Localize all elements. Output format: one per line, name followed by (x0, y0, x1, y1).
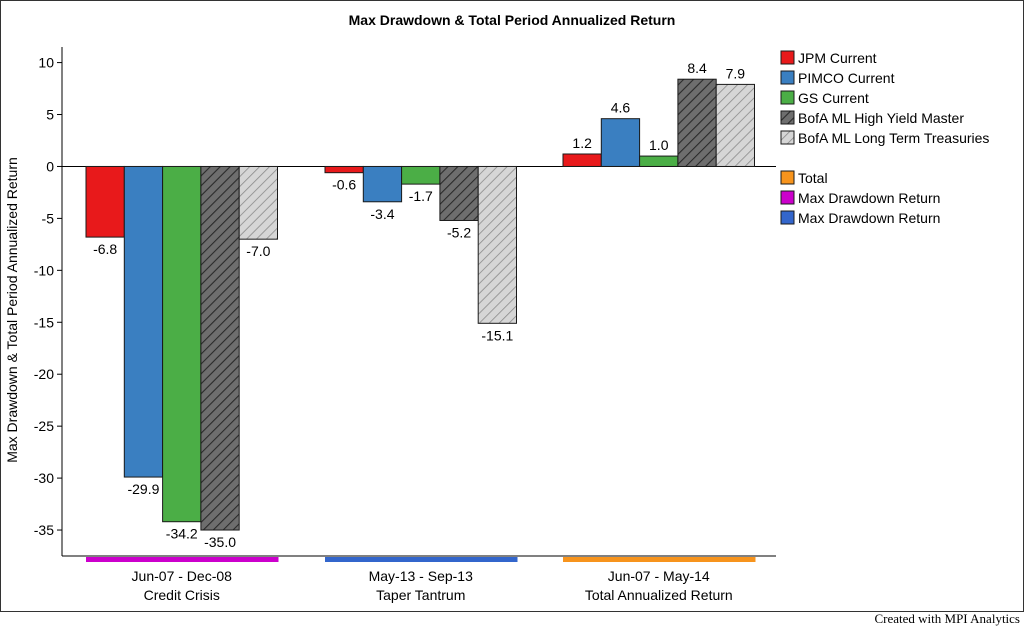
bar (162, 165, 202, 523)
data-label: -7.0 (246, 243, 270, 259)
data-label: 7.9 (726, 65, 746, 81)
legend-label: Max Drawdown Return (798, 190, 940, 206)
data-label: -35.0 (204, 534, 236, 550)
legend-swatch (780, 70, 795, 85)
legend-swatch (780, 130, 795, 145)
x-tick-label: May-13 - Sep-13 (369, 568, 473, 584)
y-tick-label: -20 (34, 366, 54, 382)
y-tick-label: -25 (34, 418, 54, 434)
legend-label: JPM Current (798, 50, 877, 66)
y-tick-label: -35 (34, 522, 54, 538)
legend-label: PIMCO Current (798, 70, 895, 86)
legend-label: Total (798, 170, 828, 186)
legend-swatch (780, 190, 795, 205)
bar (439, 165, 479, 221)
bar (477, 165, 518, 324)
y-tick-label: -15 (34, 314, 54, 330)
data-label: -15.1 (481, 327, 513, 343)
x-tick-label: Credit Crisis (144, 587, 220, 603)
credit-text: Created with MPI Analytics (874, 611, 1020, 626)
bar (639, 155, 679, 167)
bar (324, 165, 364, 174)
category-band (325, 557, 518, 562)
category-band (563, 557, 756, 562)
y-tick-label: 5 (46, 107, 54, 123)
x-tick-label: Taper Tantrum (376, 587, 465, 603)
bar (238, 165, 278, 240)
y-tick-label: -5 (42, 210, 55, 226)
data-label: -5.2 (447, 224, 471, 240)
data-label: 8.4 (687, 60, 707, 76)
x-tick-label: Jun-07 - May-14 (608, 568, 710, 584)
bar (200, 165, 240, 531)
legend-swatch (780, 210, 795, 225)
legend-label: BofA ML High Yield Master (798, 110, 964, 126)
data-label: 1.0 (649, 137, 669, 153)
data-label: -29.9 (127, 481, 159, 497)
legend-label: BofA ML Long Term Treasuries (798, 130, 989, 146)
data-label: 4.6 (611, 100, 631, 116)
legend-label: Max Drawdown Return (798, 210, 940, 226)
bar (362, 165, 403, 203)
legend-swatch (780, 90, 795, 105)
y-tick-label: 0 (46, 158, 54, 174)
y-tick-label: -10 (34, 262, 54, 278)
data-label: -0.6 (332, 177, 356, 193)
y-tick-label: -30 (34, 470, 54, 486)
bar (85, 165, 125, 238)
bar (123, 165, 164, 478)
data-label: -6.8 (93, 241, 117, 257)
data-label: -34.2 (166, 526, 198, 542)
bar (715, 83, 756, 167)
y-axis-label: Max Drawdown & Total Period Annualized R… (4, 157, 20, 463)
plot-area: 10 5 0 -5 -10 -15 -20 -25 -30 -35 Jun-07 - Dec-08 C… (34, 47, 776, 603)
legend-swatch (780, 50, 795, 65)
legend: JPM Current PIMCO Current GS Current BofA M… (780, 50, 989, 226)
legend-swatch (780, 170, 795, 185)
data-label: -1.7 (409, 188, 433, 204)
chart-title: Max Drawdown & Total Period Annualized R… (349, 12, 676, 28)
legend-label: GS Current (798, 90, 869, 106)
y-tick-label: 10 (38, 55, 54, 71)
bar (401, 165, 441, 185)
category-band (86, 557, 279, 562)
x-tick-label: Jun-07 - Dec-08 (132, 568, 233, 584)
legend-swatch (780, 110, 795, 125)
data-label: -3.4 (370, 206, 394, 222)
bar (600, 118, 641, 167)
data-label: 1.2 (572, 135, 592, 151)
bar (562, 153, 602, 167)
bar (677, 78, 717, 167)
x-tick-label: Total Annualized Return (585, 587, 733, 603)
